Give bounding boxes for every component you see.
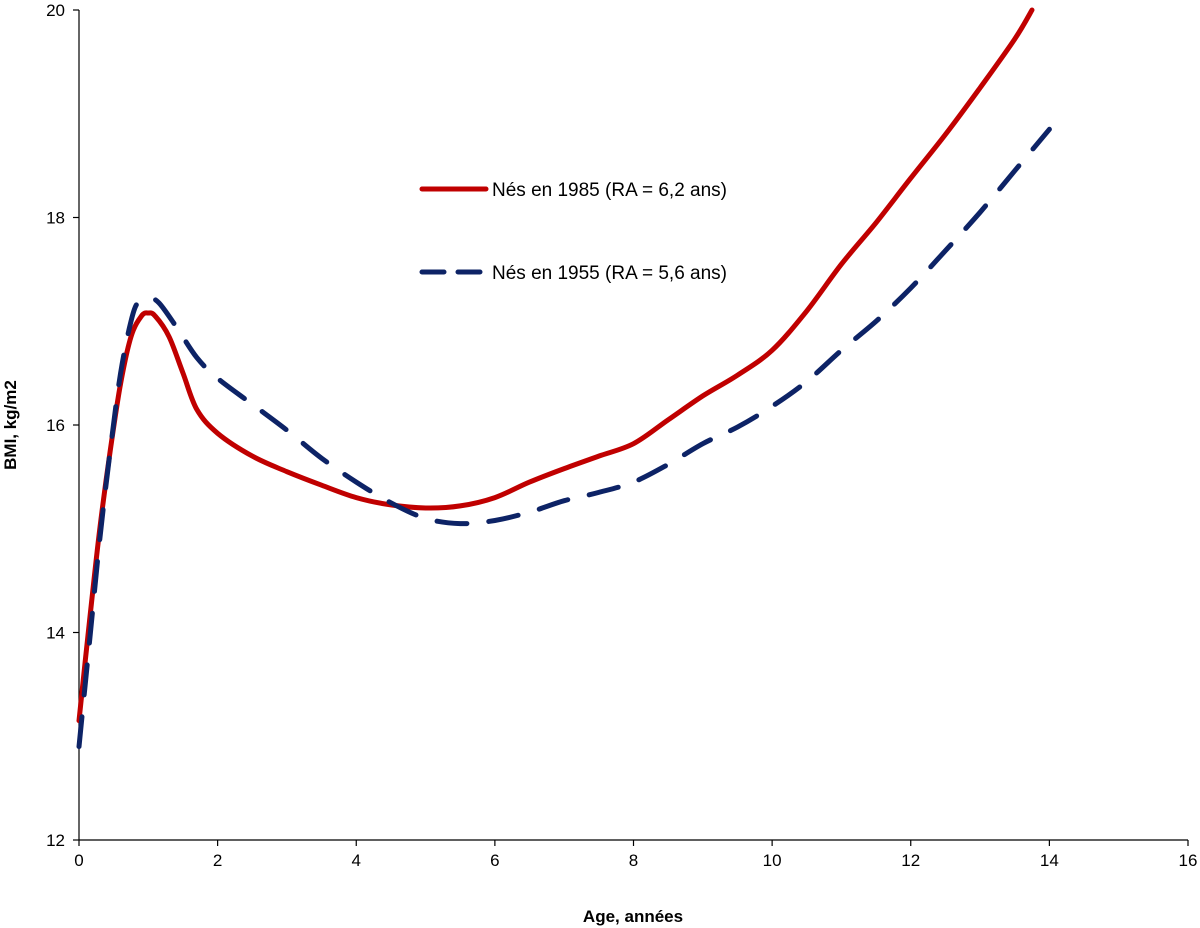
series-layer bbox=[76, 7, 1052, 750]
series-line-1 bbox=[76, 7, 1035, 724]
x-axis-title: Age, années bbox=[583, 907, 683, 926]
legend-label-2: Nés en 1955 (RA = 5,6 ans) bbox=[492, 263, 727, 284]
series-line-2 bbox=[76, 126, 1052, 750]
y-tick-label: 20 bbox=[46, 1, 65, 20]
y-axis-ticks: 12 14 16 18 20 bbox=[46, 1, 79, 850]
x-tick-label: 12 bbox=[901, 851, 920, 870]
x-tick-label: 0 bbox=[74, 851, 83, 870]
y-tick-label: 18 bbox=[46, 209, 65, 228]
axes bbox=[78, 10, 1188, 841]
legend: Nés en 1985 (RA = 6,2 ans) Nés en 1955 (R… bbox=[419, 180, 727, 284]
x-tick-label: 14 bbox=[1040, 851, 1059, 870]
y-tick-label: 14 bbox=[46, 624, 65, 643]
x-axis-ticks: 0 2 4 6 8 10 12 14 16 bbox=[74, 840, 1197, 870]
y-axis-title: BMI, kg/m2 bbox=[1, 380, 20, 470]
x-tick-label: 10 bbox=[763, 851, 782, 870]
y-tick-label: 16 bbox=[46, 416, 65, 435]
y-tick-label: 12 bbox=[46, 831, 65, 850]
x-tick-label: 16 bbox=[1179, 851, 1198, 870]
legend-label-1: Nés en 1985 (RA = 6,2 ans) bbox=[492, 180, 727, 201]
x-tick-label: 4 bbox=[352, 851, 361, 870]
x-tick-label: 2 bbox=[213, 851, 222, 870]
x-tick-label: 8 bbox=[629, 851, 638, 870]
x-tick-label: 6 bbox=[490, 851, 499, 870]
